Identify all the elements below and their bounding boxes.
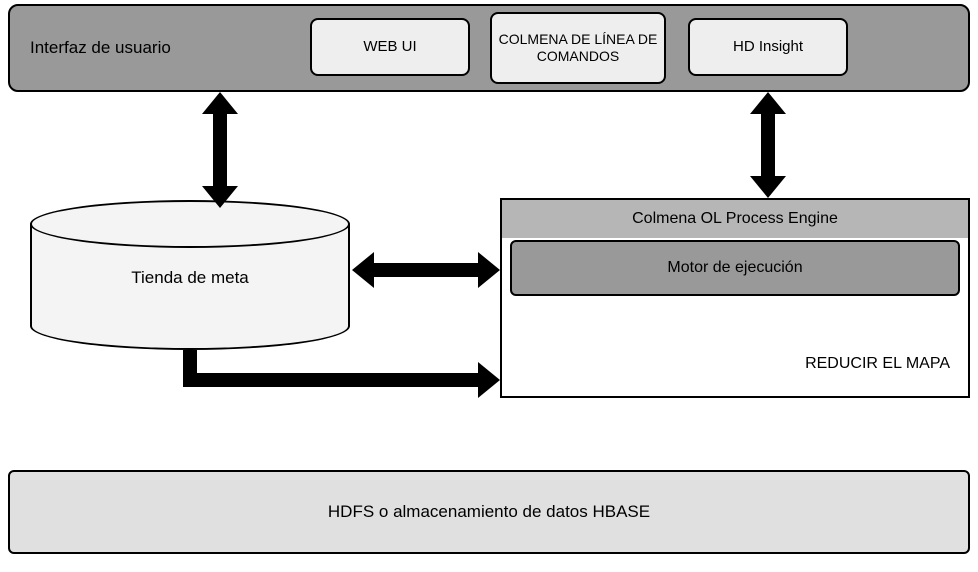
cylinder-label: Tienda de meta xyxy=(131,268,249,288)
mapreduce-label-wrap: REDUCIR EL MAPA xyxy=(500,355,960,373)
exec-engine-box: Motor de ejecución xyxy=(510,240,960,296)
storage-bar: HDFS o almacenamiento de datos HBASE xyxy=(8,470,970,554)
cylinder-top xyxy=(30,200,350,248)
storage-label: HDFS o almacenamiento de datos HBASE xyxy=(328,502,650,522)
pill-cmdline-label: COLMENA DE LÍNEA DE COMANDOS xyxy=(496,31,660,65)
pill-cmdline: COLMENA DE LÍNEA DE COMANDOS xyxy=(490,12,666,84)
process-title-strip: Colmena OL Process Engine xyxy=(502,200,968,238)
pill-hdinsight-label: HD Insight xyxy=(733,38,803,56)
interface-label: Interfaz de usuario xyxy=(30,38,171,58)
cylinder-label-wrap: Tienda de meta xyxy=(30,248,350,308)
pill-hdinsight: HD Insight xyxy=(688,18,848,76)
pill-webui: WEB UI xyxy=(310,18,470,76)
mapreduce-label: REDUCIR EL MAPA xyxy=(805,355,950,372)
exec-engine-label: Motor de ejecución xyxy=(667,259,802,277)
pill-webui-label: WEB UI xyxy=(363,38,416,56)
process-title: Colmena OL Process Engine xyxy=(632,210,838,228)
